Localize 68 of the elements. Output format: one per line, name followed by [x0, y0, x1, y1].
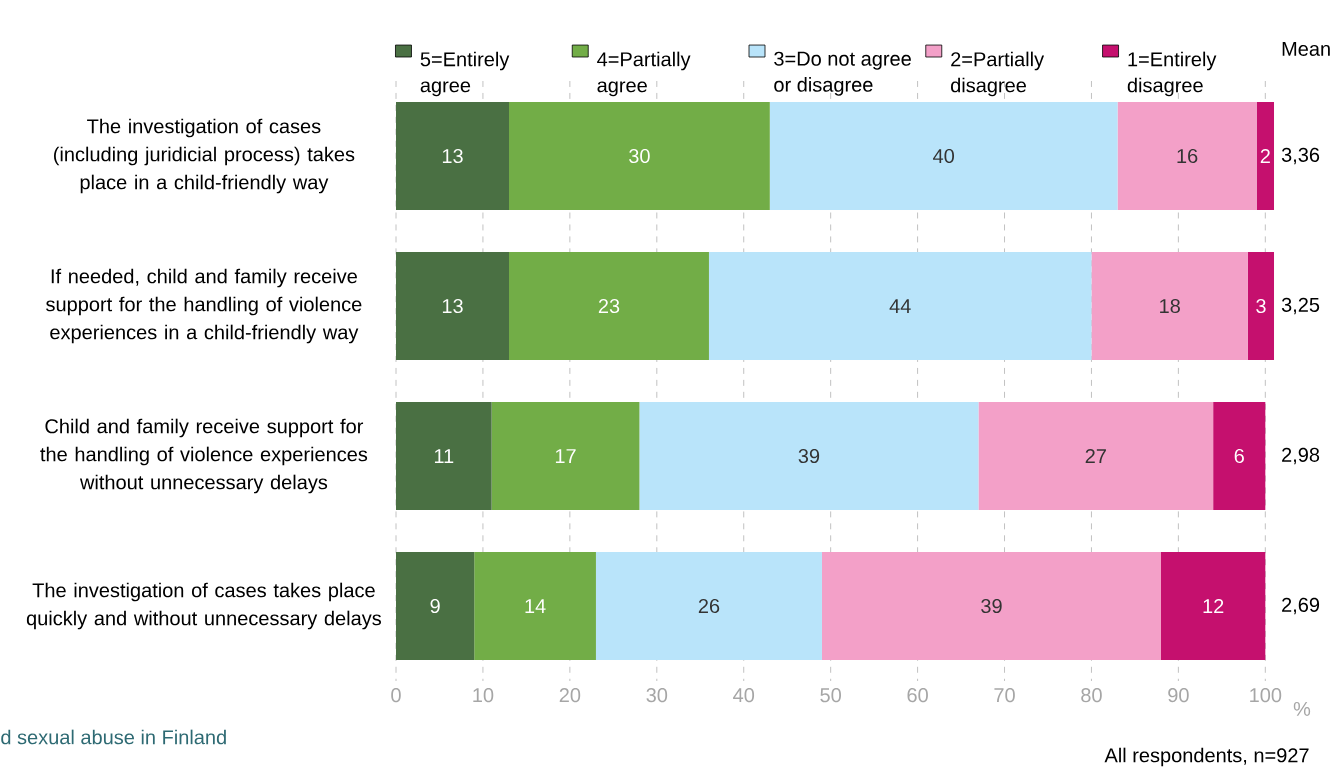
data-label: 18 — [1160, 298, 1180, 314]
data-label: 14 — [525, 599, 546, 613]
bar — [978, 402, 1214, 511]
data-label: 12 — [1203, 599, 1224, 613]
data-label: 13 — [442, 148, 463, 164]
data-label: 23 — [598, 298, 620, 314]
text: 2,98 — [1282, 447, 1320, 465]
bar — [396, 252, 510, 361]
text: d sexual abuse in Finland — [1, 729, 226, 745]
legend-label: 3=Do not agree or disagree — [774, 51, 911, 96]
data-label: 44 — [889, 299, 911, 313]
data-label: 39 — [798, 448, 820, 464]
data-label: 27 — [1085, 449, 1106, 463]
bar — [1213, 402, 1266, 511]
y-tick-label: Child and family receive support for the handling of violence experiences without unnecessary delays — [40, 418, 368, 494]
x-tick-label: 70 — [994, 688, 1015, 703]
bar — [595, 552, 822, 661]
x-tick-label: 0 — [391, 688, 401, 703]
bar — [509, 252, 709, 361]
x-tick-label: 20 — [559, 688, 581, 703]
data-label: 3 — [1256, 298, 1266, 314]
bar — [1161, 552, 1266, 661]
bar — [1117, 102, 1257, 210]
bar — [639, 402, 979, 511]
data-label: 30 — [629, 148, 650, 164]
x-tick-label: 40 — [733, 688, 755, 703]
x-tick-label: 90 — [1168, 688, 1189, 703]
bar — [821, 552, 1161, 661]
y-tick-label: The investigation of cases (including juridicial process) takes place in a child-friendly way — [54, 118, 355, 194]
data-label: 2 — [1260, 149, 1270, 163]
legend-label: 4=Partially agree — [597, 51, 691, 97]
x-tick-label: 50 — [820, 688, 841, 703]
data-label: 16 — [1177, 148, 1198, 164]
data-label: 13 — [442, 298, 463, 314]
x-tick-label: 80 — [1081, 688, 1102, 703]
bar — [509, 102, 770, 210]
data-label: 9 — [430, 598, 440, 614]
bar — [491, 402, 640, 511]
y-tick-label: The investigation of cases takes place quickly and without unnecessary delays — [26, 582, 382, 630]
data-label: 11 — [434, 449, 454, 463]
text: All respondents, n=927 — [1104, 747, 1309, 767]
x-tick-label: 30 — [646, 688, 668, 703]
x-tick-label: 100 — [1250, 688, 1282, 703]
text: Mean — [1282, 41, 1330, 56]
y-tick-label: If needed, child and family receive support for the handling of violence experiences in a child-friendly way — [46, 268, 362, 344]
legend-label: 2=Partially disagree — [951, 51, 1045, 97]
text: 3,36 — [1281, 147, 1320, 165]
bar — [396, 402, 492, 511]
data-label: 40 — [933, 148, 955, 164]
bar — [396, 102, 510, 210]
bar — [1247, 252, 1275, 361]
data-label: 17 — [555, 449, 576, 463]
text: 2,69 — [1282, 597, 1320, 615]
text: 3,25 — [1281, 297, 1320, 315]
x-axis-title: % — [1293, 701, 1311, 716]
legend-label: 5=Entirely agree — [420, 51, 510, 97]
data-label: 39 — [981, 598, 1002, 614]
data-label: 26 — [698, 598, 720, 614]
bar — [396, 552, 475, 661]
legend-label: 1=Entirely disagree — [1127, 51, 1217, 97]
bar — [474, 552, 596, 661]
x-tick-label: 60 — [907, 688, 928, 703]
bar — [769, 102, 1118, 210]
bar — [1256, 102, 1275, 210]
x-tick-label: 10 — [473, 688, 494, 703]
data-label: 6 — [1234, 448, 1244, 464]
bar — [708, 252, 1092, 361]
bar — [1091, 252, 1248, 361]
